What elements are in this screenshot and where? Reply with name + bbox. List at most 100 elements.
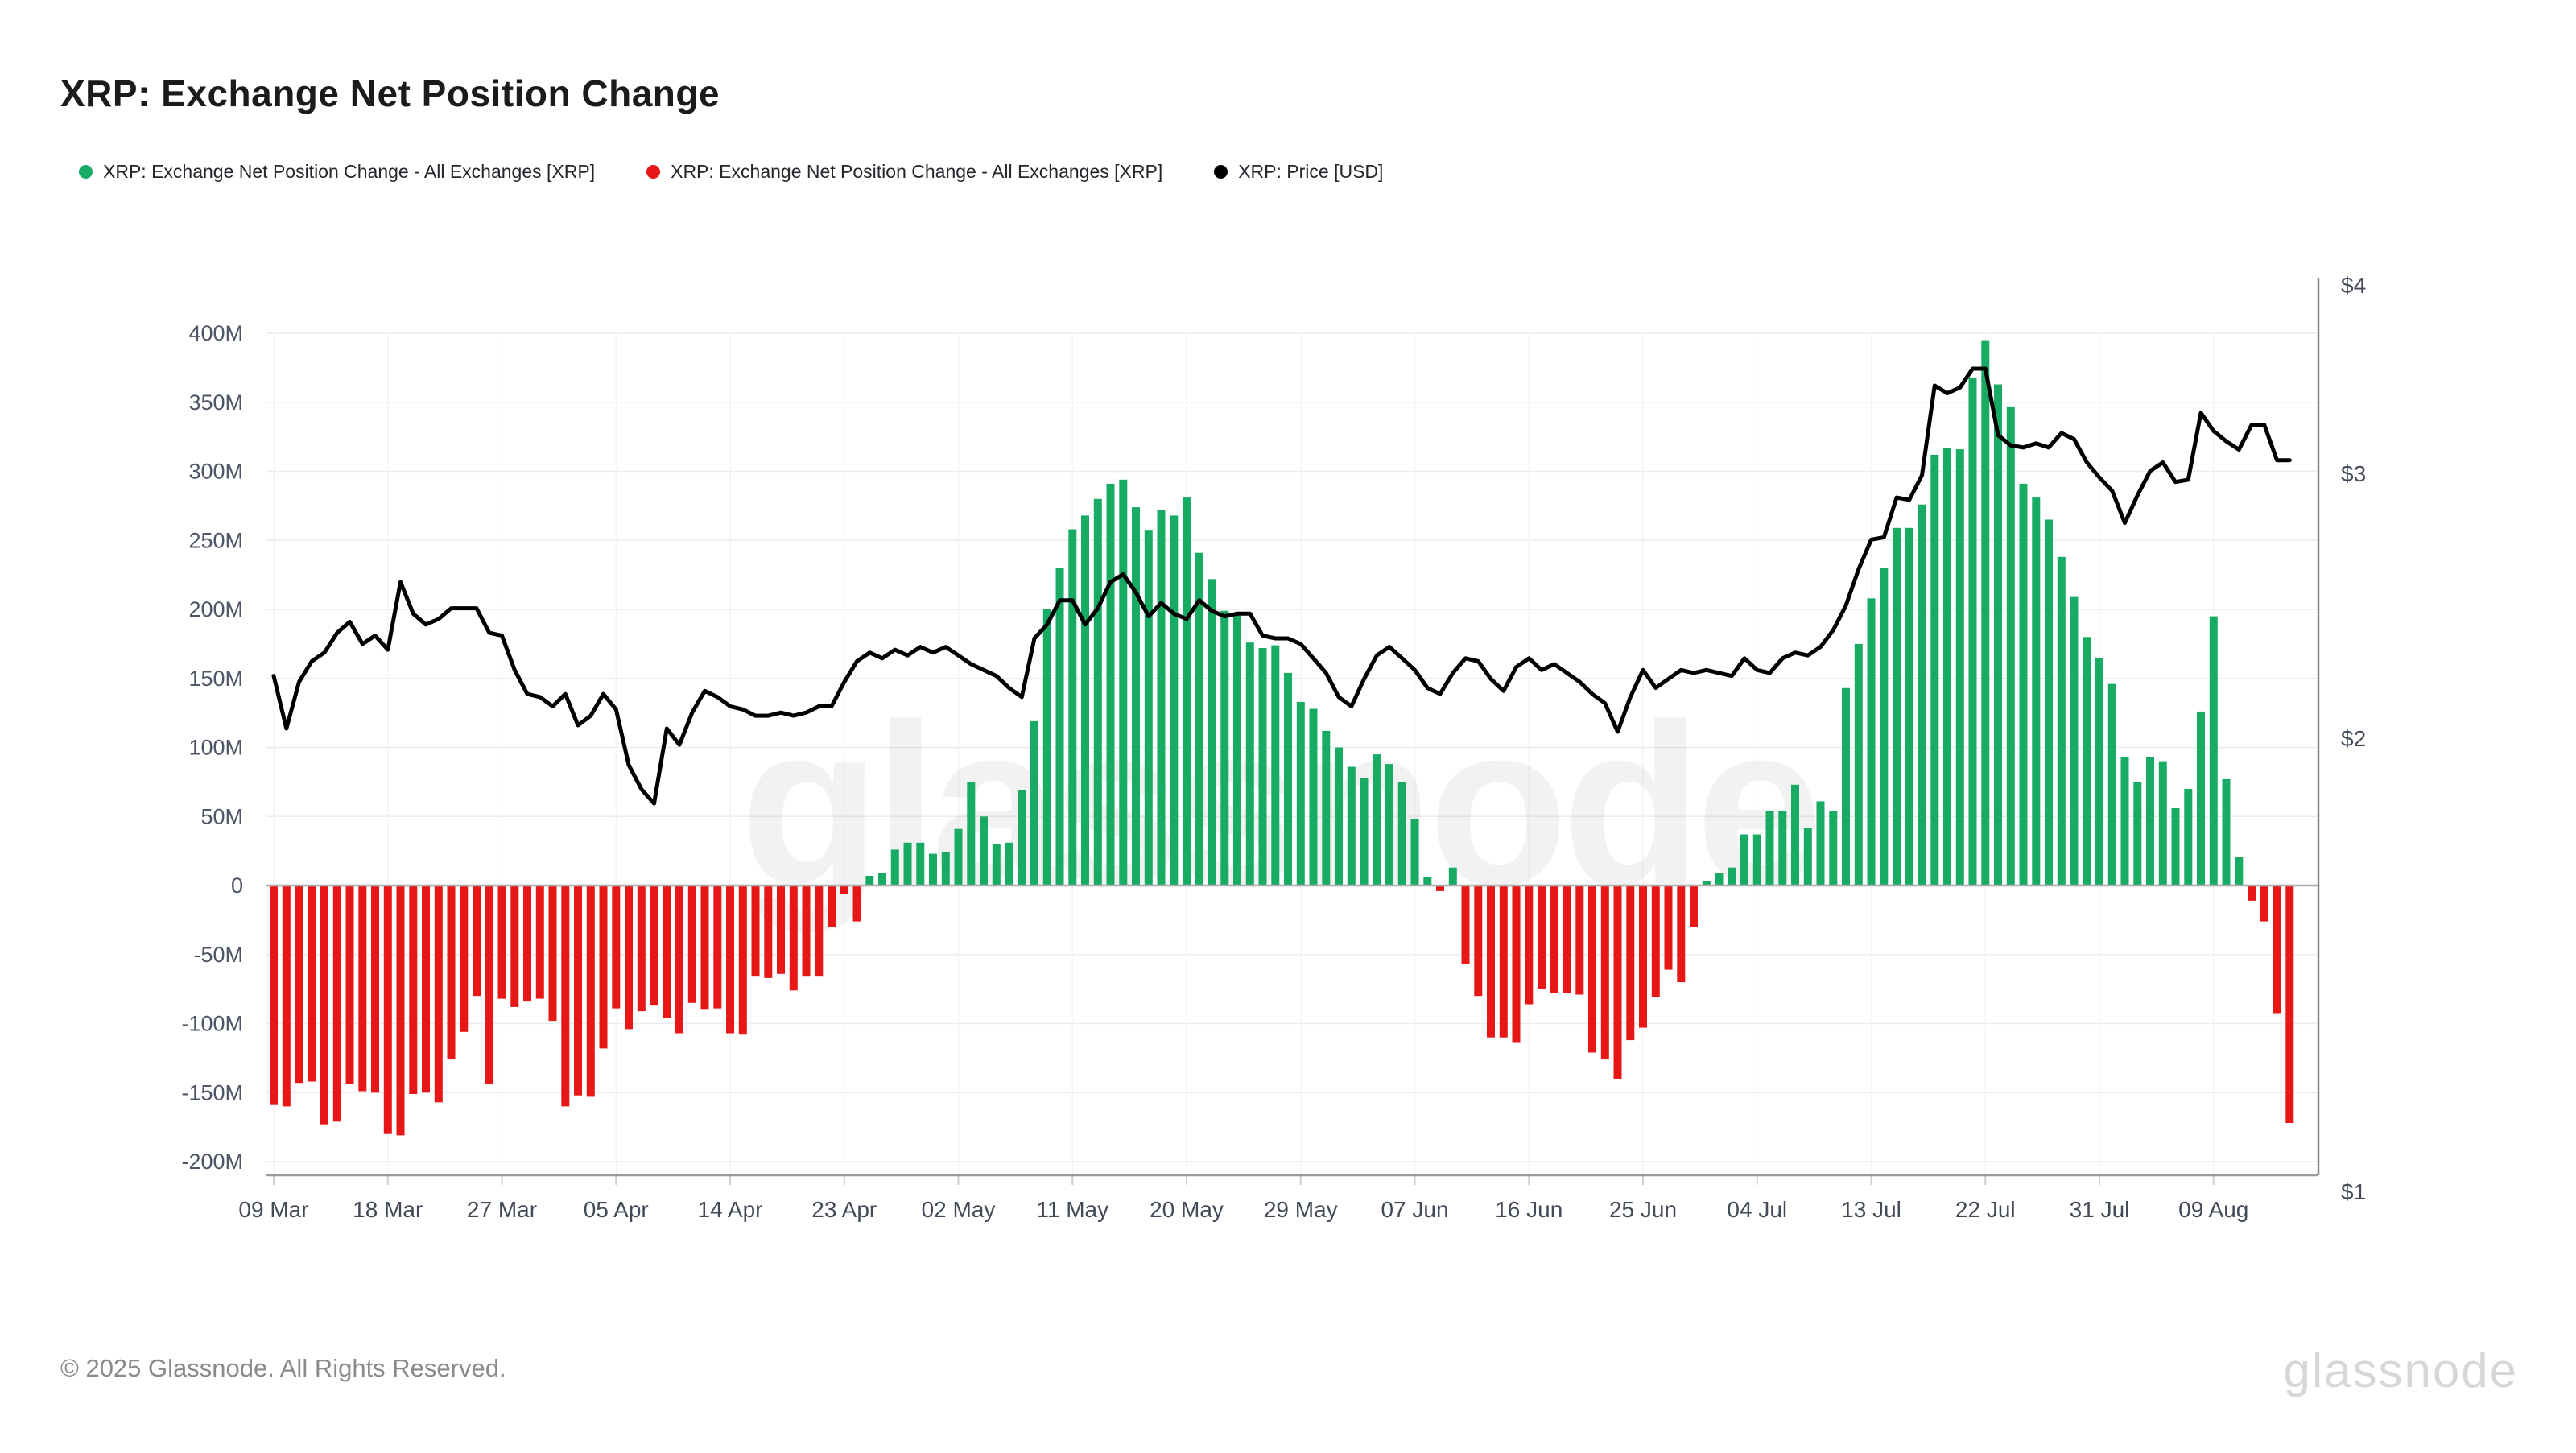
bar-11-Aug [2235,857,2244,885]
bar-23-May [1220,610,1229,885]
bar-12-May [1081,515,1089,885]
bar-13-Aug [2260,885,2268,922]
bar-13-Jun [1487,885,1495,1038]
bar-02-Aug [2120,757,2129,885]
bar-14-Jul [1880,568,1889,885]
right-axis-tick-label: $2 [2341,726,2366,751]
bar-13-Apr [713,885,722,1009]
x-axis-tick-label: 22 Jul [1955,1197,2016,1222]
bar-25-Mar [473,885,481,997]
bar-20-Jul [1955,449,1964,885]
bar-12-Apr [700,885,709,1010]
bar-29-Jul [2070,596,2079,885]
x-axis-tick-label: 25 Jun [1609,1197,1677,1222]
bar-24-Jun [1626,885,1635,1041]
bar-05-Jul [1765,811,1774,885]
bar-30-May [1309,708,1318,885]
bar-10-Jun [1448,867,1457,885]
bar-24-Mar [460,885,469,1032]
bar-18-Jun [1550,885,1558,993]
bar-21-Mar [422,885,430,1093]
bar-24-Apr [852,885,861,922]
right-axis-tick-label: $4 [2341,273,2366,298]
bar-16-Apr [751,885,760,977]
bar-01-May [941,852,950,885]
bar-27-Mar [497,885,506,999]
x-axis-tick-label: 16 Jun [1495,1197,1563,1222]
bar-30-Jun [1702,881,1711,885]
bar-16-Jul [1905,527,1913,885]
legend-item-price[interactable]: XRP: Price [USD] [1214,161,1383,183]
bar-28-Jul [2057,556,2066,885]
bar-08-Jul [1803,828,1812,885]
x-axis-tick-label: 31 Jul [2070,1197,2130,1222]
x-axis-tick-label: 04 Jul [1727,1197,1787,1222]
x-axis-tick-label: 02 May [922,1197,996,1222]
bar-13-May [1093,498,1102,885]
bar-16-Jun [1525,885,1534,1005]
bar-11-Mar [295,885,303,1084]
bar-29-Mar [523,885,531,1002]
left-axis-tick-label: 300M [188,460,243,484]
legend-item-netposition-green[interactable]: XRP: Exchange Net Position Change - All … [79,161,595,183]
bar-03-Apr [586,885,595,1097]
bar-22-May [1208,579,1216,885]
bar-27-Jul [2045,519,2053,885]
bar-14-Aug [2273,885,2281,1014]
x-axis-tick-label: 23 Apr [811,1197,877,1222]
bar-17-Apr [764,885,773,978]
bar-19-Mar [396,885,405,1136]
bar-08-Apr [650,885,658,1006]
bar-11-May [1068,529,1077,885]
bar-18-May [1157,510,1166,885]
bar-01-Apr [561,885,570,1107]
bar-09-May [1042,609,1051,885]
bar-10-May [1055,568,1064,885]
bar-17-May [1144,530,1153,885]
bar-06-Aug [2171,808,2180,885]
bar-12-Jun [1474,885,1483,997]
left-axis-tick-label: -200M [181,1150,243,1174]
bar-30-Mar [535,885,544,999]
bar-04-Jul [1752,834,1761,885]
left-axis-tick-label: 100M [188,736,243,760]
x-axis-tick-label: 20 May [1150,1197,1224,1222]
bar-10-Apr [675,885,683,1034]
bar-26-Mar [485,885,493,1084]
bar-15-Apr [738,885,747,1035]
x-axis-tick-label: 27 Mar [467,1197,537,1222]
bar-19-May [1170,515,1179,885]
legend-label: XRP: Exchange Net Position Change - All … [103,161,596,182]
left-axis-tick-label: 400M [188,321,243,345]
bar-16-Mar [358,885,367,1092]
bar-31-Mar [548,885,557,1022]
bar-05-Aug [2158,761,2167,885]
bar-24-May [1233,614,1241,885]
bar-26-Jul [2032,497,2041,885]
bar-11-Jun [1461,885,1470,964]
bar-23-Apr [840,885,848,894]
bar-14-Mar [332,885,341,1122]
bar-24-Jul [2006,406,2015,885]
bar-12-Aug [2248,885,2256,901]
left-axis-tick-label: 250M [188,528,243,552]
bar-19-Jul [1943,448,1951,885]
price-line [271,366,2292,806]
bar-31-Jul [2095,658,2103,885]
bar-07-Aug [2184,789,2193,886]
bar-23-Mar [447,885,456,1060]
bar-20-Mar [409,885,418,1094]
bar-04-May [980,816,988,886]
bar-10-Jul [1829,811,1838,885]
legend-item-netposition-red[interactable]: XRP: Exchange Net Position Change - All … [646,161,1162,183]
right-axis-tick-label: $3 [2341,461,2366,486]
bars-layer [270,340,2294,1136]
bar-07-Jul [1791,784,1799,885]
legend-dot-green-icon [79,165,93,179]
bar-15-Jul [1893,527,1901,885]
x-axis-tick-label: 13 Jul [1841,1197,1901,1222]
bar-29-May [1296,701,1305,885]
bar-10-Mar [282,885,291,1107]
